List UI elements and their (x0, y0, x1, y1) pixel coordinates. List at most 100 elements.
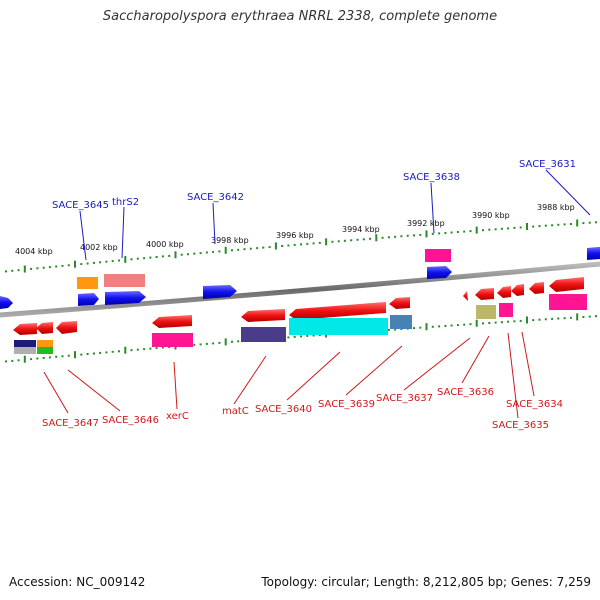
scale-minor-tick (507, 227, 510, 230)
feature-block (549, 294, 587, 310)
gene-label[interactable]: thrS2 (112, 197, 139, 208)
gene-arrow-reverse[interactable] (529, 282, 544, 294)
gene-arrow-reverse[interactable] (289, 302, 386, 320)
scale-minor-tick (356, 238, 359, 241)
scale-minor-tick (582, 316, 585, 318)
scale-minor-tick (331, 240, 334, 243)
scale-minor-tick (143, 257, 146, 260)
scale-minor-tick (387, 236, 390, 239)
scale-minor-tick (99, 351, 102, 354)
scale-minor-tick (538, 318, 541, 321)
gene-label[interactable]: SACE_3647 (42, 418, 99, 429)
scale-minor-tick (519, 319, 522, 322)
gene-label[interactable]: SACE_3642 (187, 192, 244, 203)
gene-arrow-reverse[interactable] (497, 286, 511, 298)
gene-arrow-reverse[interactable] (56, 321, 77, 334)
scale-minor-tick (482, 322, 484, 325)
gene-label[interactable]: SACE_3639 (318, 399, 375, 410)
gene-arrow-reverse[interactable] (152, 315, 192, 328)
gene-label[interactable]: SACE_3631 (519, 159, 576, 170)
scale-label: 4004 kbp (15, 247, 53, 256)
feature-block (289, 318, 388, 335)
gene-arrow-forward[interactable] (78, 293, 99, 306)
scale-minor-tick (243, 248, 246, 251)
gene-label[interactable]: SACE_3637 (376, 393, 433, 404)
scale-minor-tick (268, 246, 271, 249)
gene-arrow-reverse[interactable] (463, 291, 468, 301)
scale-minor-tick (406, 234, 409, 237)
scale-minor-tick (36, 357, 39, 360)
scale-major-tick (576, 313, 579, 321)
gene-arrow-forward[interactable] (0, 296, 13, 309)
scale-minor-tick (463, 323, 466, 326)
feature-block (499, 303, 513, 317)
scale-label: 3992 kbp (407, 219, 445, 228)
scale-minor-tick (212, 342, 215, 345)
gene-label[interactable]: SACE_3646 (102, 415, 159, 426)
scale-minor-tick (444, 324, 447, 327)
gene-arrow-reverse[interactable] (13, 323, 37, 335)
gene-arrow-reverse[interactable] (475, 288, 494, 300)
scale-minor-tick (557, 223, 560, 226)
scale-minor-tick (588, 315, 591, 318)
gene-label[interactable]: SACE_3645 (52, 200, 109, 211)
scale-minor-tick (61, 355, 64, 358)
forward-gene-labels: SACE_3645 thrS2 SACE_3642 SACE_3638 SACE… (52, 159, 576, 211)
gene-label[interactable]: SACE_3640 (255, 404, 312, 415)
scale-minor-tick (218, 250, 221, 253)
gene-arrow-forward[interactable] (427, 266, 452, 279)
gene-arrow-reverse[interactable] (389, 297, 410, 309)
scale-minor-tick (92, 261, 95, 264)
gene-arrow-reverse[interactable] (549, 277, 584, 292)
gene-label[interactable]: SACE_3638 (403, 172, 460, 183)
gene-arrow-reverse[interactable] (241, 309, 285, 322)
gene-arrow-reverse[interactable] (511, 284, 524, 296)
scale-major-tick (576, 219, 579, 227)
scale-minor-tick (563, 223, 566, 226)
scale-minor-tick (193, 343, 196, 346)
scale-minor-tick (588, 221, 591, 224)
scale-major-tick (526, 223, 528, 230)
map-title: Saccharopolyspora erythraea NRRL 2338, c… (102, 9, 498, 24)
scale-major-tick (425, 230, 428, 238)
scale-label: 4002 kbp (80, 243, 118, 252)
gene-arrow-forward[interactable] (203, 285, 237, 299)
gene-arrow-forward[interactable] (105, 291, 146, 305)
scale-minor-tick (256, 247, 259, 250)
feature-block (152, 333, 193, 347)
gene-label[interactable]: xerC (166, 411, 189, 422)
scale-major-tick (475, 319, 478, 327)
scale-minor-tick (293, 335, 296, 338)
scale-minor-tick (394, 328, 397, 331)
scale-major-tick (23, 265, 26, 273)
scale-minor-tick (544, 224, 547, 227)
scale-minor-tick (595, 221, 597, 224)
feature-block (390, 315, 412, 329)
scale-minor-tick (513, 320, 516, 323)
scale-minor-tick (469, 323, 472, 326)
gene-label[interactable]: SACE_3636 (437, 387, 494, 398)
gene-label[interactable]: SACE_3634 (506, 399, 563, 410)
scale-minor-tick (544, 318, 547, 321)
scale-minor-tick (86, 353, 89, 355)
scale-major-tick (174, 251, 177, 259)
scale-minor-tick (494, 321, 497, 324)
feature-block (14, 347, 36, 354)
scale-minor-tick (193, 252, 196, 255)
gene-arrow-forward[interactable] (587, 247, 600, 260)
gene-label[interactable]: matC (222, 406, 249, 417)
top-scale-ticks (5, 219, 597, 273)
scale-minor-tick (48, 266, 51, 269)
scale-minor-tick (237, 248, 240, 251)
scale-minor-tick (444, 232, 447, 234)
gene-arrow-reverse[interactable] (36, 322, 53, 334)
scale-minor-tick (431, 232, 434, 235)
scale-minor-tick (419, 326, 422, 329)
scale-minor-tick (86, 262, 89, 265)
scale-major-tick (425, 323, 428, 331)
topology-text: Topology: circular; Length: 8,212,805 bp… (261, 575, 591, 589)
scale-minor-tick (205, 342, 208, 345)
scale-minor-tick (456, 231, 459, 233)
scale-minor-tick (218, 341, 221, 344)
gene-label[interactable]: SACE_3635 (492, 420, 549, 431)
